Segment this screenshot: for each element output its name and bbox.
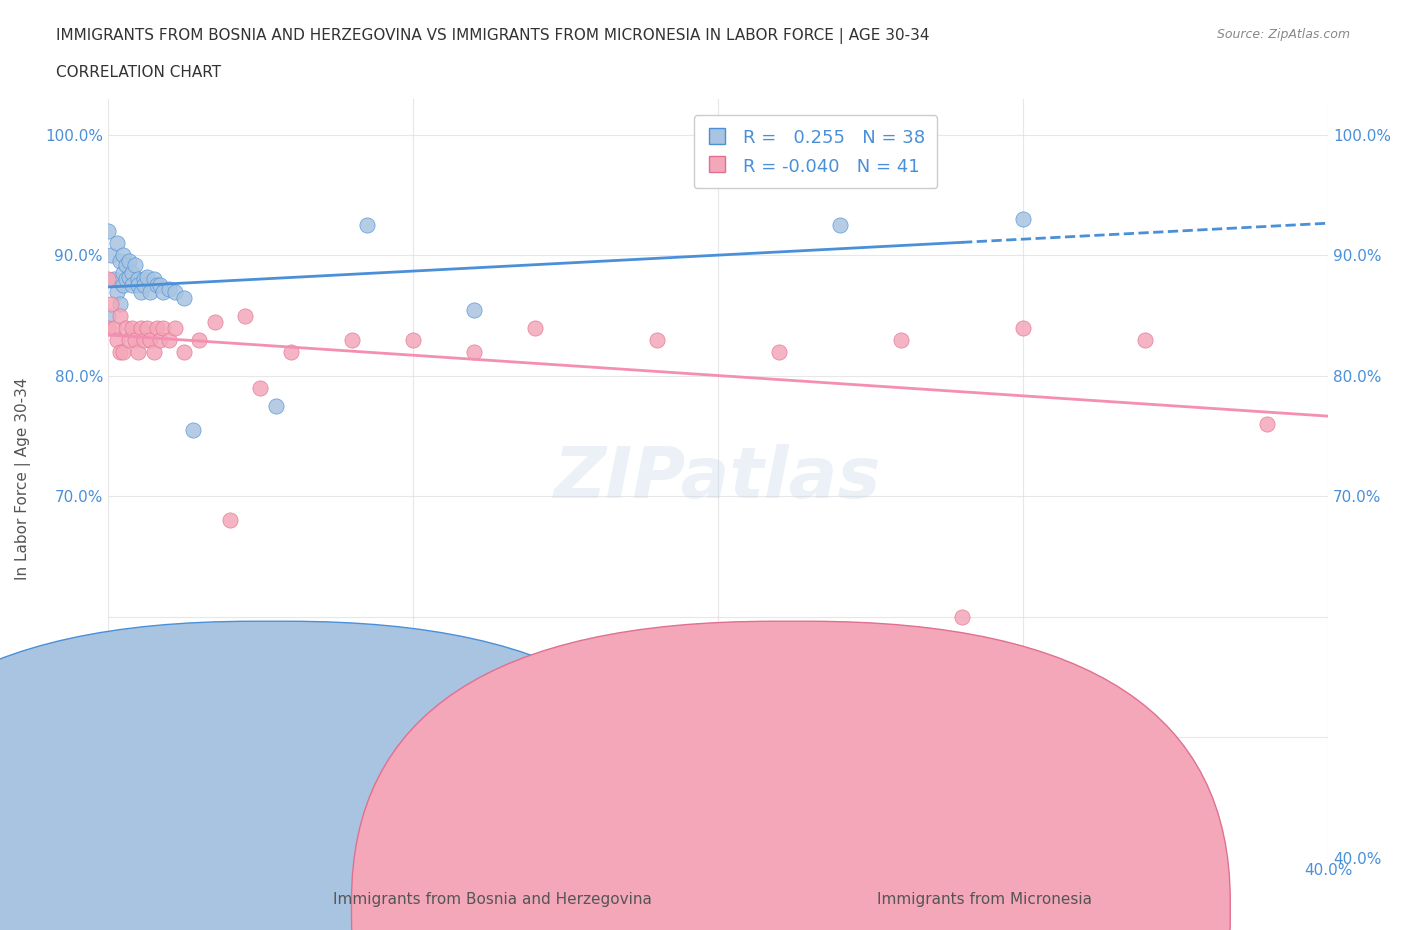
Point — [127, 278, 149, 293]
Point — [111, 266, 134, 281]
Point — [139, 332, 162, 347]
Point — [1256, 417, 1278, 432]
Point — [134, 278, 156, 293]
Point — [108, 254, 131, 269]
Point — [97, 308, 120, 323]
Point — [115, 320, 138, 335]
Point — [115, 258, 138, 272]
Point — [121, 320, 143, 335]
Point — [121, 278, 143, 293]
Point — [890, 332, 912, 347]
Point — [463, 344, 485, 359]
Point — [105, 332, 128, 347]
Point — [149, 278, 172, 293]
Point — [142, 272, 165, 287]
Point — [157, 282, 180, 297]
Point — [249, 380, 271, 395]
Point — [356, 218, 378, 232]
Point — [950, 609, 973, 624]
Point — [97, 272, 120, 287]
Point — [233, 308, 256, 323]
Point — [188, 332, 211, 347]
Point — [181, 422, 204, 437]
Point — [118, 332, 141, 347]
Point — [1012, 320, 1035, 335]
Point — [127, 344, 149, 359]
Point — [264, 399, 287, 414]
Point — [124, 258, 146, 272]
Point — [142, 344, 165, 359]
Y-axis label: In Labor Force | Age 30-34: In Labor Force | Age 30-34 — [15, 377, 31, 579]
Point — [134, 272, 156, 287]
Point — [163, 320, 186, 335]
Point — [100, 296, 122, 311]
Point — [124, 332, 146, 347]
Point — [463, 302, 485, 317]
Point — [149, 332, 172, 347]
Point — [131, 320, 153, 335]
Point — [280, 344, 302, 359]
Text: Source: ZipAtlas.com: Source: ZipAtlas.com — [1216, 28, 1350, 41]
Point — [134, 332, 156, 347]
Text: Immigrants from Bosnia and Herzegovina: Immigrants from Bosnia and Herzegovina — [333, 892, 651, 907]
Point — [136, 320, 159, 335]
Point — [340, 332, 363, 347]
Point — [1012, 212, 1035, 227]
Text: IMMIGRANTS FROM BOSNIA AND HERZEGOVINA VS IMMIGRANTS FROM MICRONESIA IN LABOR FO: IMMIGRANTS FROM BOSNIA AND HERZEGOVINA V… — [56, 28, 929, 44]
Legend: R =   0.255   N = 38, R = -0.040   N = 41: R = 0.255 N = 38, R = -0.040 N = 41 — [693, 115, 938, 188]
Point — [115, 272, 138, 287]
Point — [523, 320, 546, 335]
Text: CORRELATION CHART: CORRELATION CHART — [56, 65, 221, 80]
Point — [111, 344, 134, 359]
Point — [111, 248, 134, 263]
Point — [173, 344, 195, 359]
Point — [127, 272, 149, 287]
Point — [103, 320, 125, 335]
Point — [121, 266, 143, 281]
Point — [1133, 332, 1156, 347]
Point — [111, 278, 134, 293]
Point — [108, 296, 131, 311]
Point — [145, 278, 167, 293]
Point — [157, 332, 180, 347]
Point — [152, 320, 174, 335]
Point — [105, 284, 128, 299]
Text: ZIPatlas: ZIPatlas — [554, 444, 882, 512]
Point — [145, 320, 167, 335]
Text: Immigrants from Micronesia: Immigrants from Micronesia — [877, 892, 1091, 907]
Point — [152, 284, 174, 299]
Point — [97, 224, 120, 239]
Point — [768, 344, 790, 359]
Point — [828, 218, 851, 232]
Point — [645, 332, 668, 347]
Point — [173, 290, 195, 305]
Point — [103, 272, 125, 287]
Point — [105, 236, 128, 251]
Point — [108, 308, 131, 323]
Point — [97, 320, 120, 335]
Point — [139, 284, 162, 299]
Point — [402, 332, 425, 347]
Point — [163, 284, 186, 299]
Point — [108, 344, 131, 359]
Point — [131, 284, 153, 299]
Point — [136, 270, 159, 285]
Point — [118, 270, 141, 285]
Point — [218, 513, 240, 528]
Point — [118, 254, 141, 269]
Point — [100, 248, 122, 263]
Point — [204, 314, 226, 329]
